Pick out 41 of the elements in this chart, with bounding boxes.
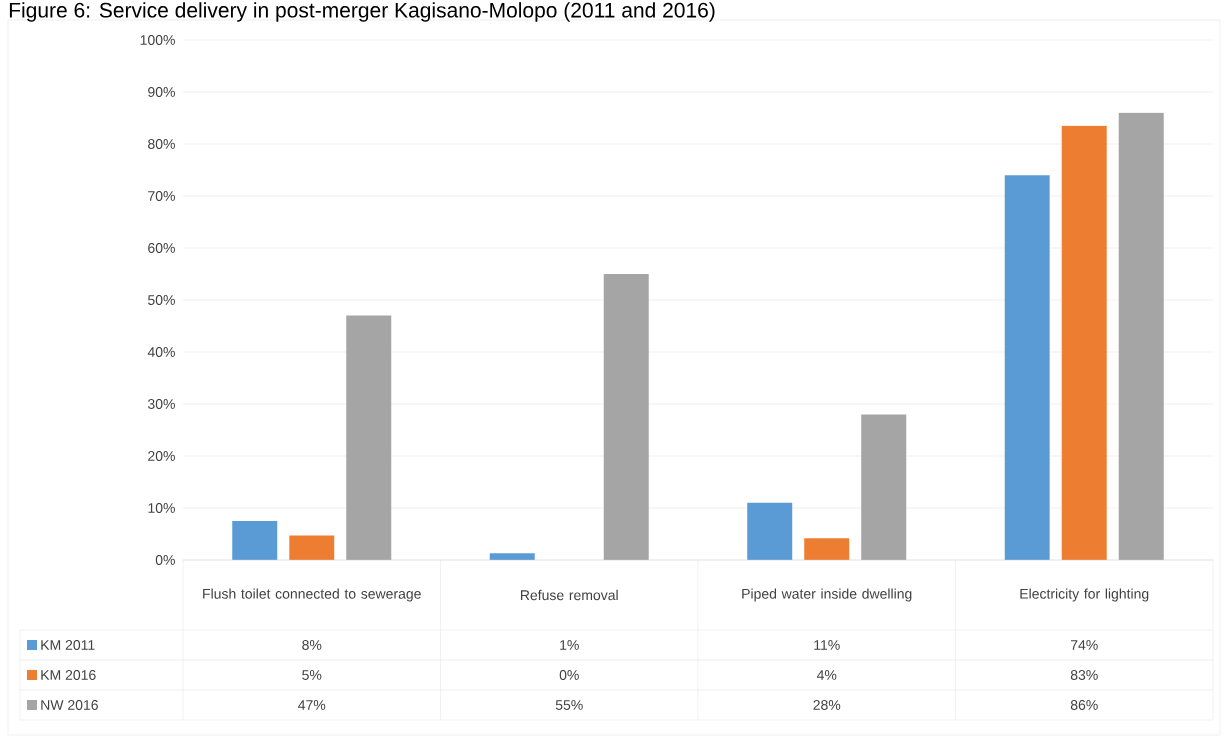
y-tick-label: 0% — [155, 555, 175, 565]
bar — [804, 538, 850, 560]
bar — [747, 502, 793, 560]
bar — [232, 521, 278, 560]
y-tick-label: 80% — [148, 139, 175, 149]
data-label: 55% — [555, 700, 583, 710]
y-tick-label: 40% — [147, 347, 175, 357]
bar — [1118, 112, 1164, 560]
legend-label: NW 2016 — [41, 700, 98, 710]
data-label: 47% — [298, 700, 326, 710]
x-tick-label: Electricity for lighting — [1020, 588, 1149, 602]
legend-label: KM 2016 — [41, 670, 96, 680]
x-tick-label: Refuse removal — [520, 589, 618, 601]
y-tick-label: 60% — [148, 243, 175, 253]
data-label: 4% — [816, 670, 837, 680]
data-label: 83% — [1070, 670, 1098, 680]
data-label: 5% — [302, 670, 322, 680]
data-label: 11% — [814, 640, 840, 650]
bar — [289, 535, 335, 560]
bar — [603, 274, 649, 560]
y-tick-label: 20% — [148, 451, 175, 461]
data-label: 8% — [302, 640, 322, 650]
y-tick-label: 30% — [147, 399, 175, 409]
bar — [1004, 175, 1050, 560]
y-tick-label: 10% — [148, 503, 175, 513]
x-tick-label: Flush toilet connected to sewerage — [203, 588, 421, 602]
bar — [346, 315, 392, 560]
data-label: 28% — [813, 700, 841, 710]
y-tick-label: 90% — [148, 87, 175, 97]
data-label: 86% — [1070, 700, 1098, 710]
y-tick-label: 70% — [148, 191, 175, 201]
data-label: 1% — [560, 640, 579, 650]
data-label: 0% — [559, 670, 579, 680]
y-tick-label: 50% — [148, 295, 175, 305]
y-tick-label: 100% — [140, 35, 175, 45]
bar — [1061, 125, 1107, 560]
legend-label: KM 2011 — [41, 640, 95, 650]
chart-title: Figure 6: Service delivery in post-merger Kagisano-Molopo (2011 and 2016) — [9, 2, 715, 22]
data-label: 74% — [1070, 640, 1098, 650]
bar — [861, 414, 907, 560]
x-tick-label: Piped water inside dwelling — [742, 588, 912, 602]
